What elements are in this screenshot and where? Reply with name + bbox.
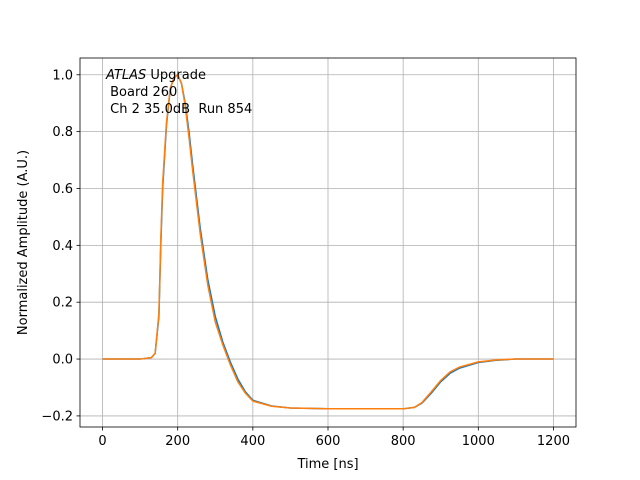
annotation-line: Board 260 <box>106 85 177 100</box>
x-tick-label: 400 <box>240 434 265 449</box>
y-tick-label: 0.4 <box>52 239 73 254</box>
annotation: ATLAS Upgrade <box>105 68 206 83</box>
x-axis-label: Time [ns] <box>296 457 358 472</box>
annotation-line: Ch 2 35.0dB Run 854 <box>106 102 252 117</box>
y-tick-label: −0.2 <box>41 409 73 424</box>
y-tick-label: 1.0 <box>52 68 73 83</box>
x-tick-label: 1000 <box>462 434 495 449</box>
annotation-line: Upgrade <box>146 68 206 83</box>
x-tick-label: 200 <box>165 434 190 449</box>
y-axis-label: Normalized Amplitude (A.U.) <box>16 150 31 335</box>
annotation-italic: ATLAS <box>105 68 146 83</box>
x-tick-label: 800 <box>391 434 416 449</box>
y-tick-label: 0.2 <box>52 296 73 311</box>
x-tick-label: 0 <box>98 434 106 449</box>
y-tick-label: 0.0 <box>52 353 73 368</box>
y-tick-label: 0.6 <box>52 182 73 197</box>
x-tick-label: 600 <box>316 434 341 449</box>
data-line <box>102 73 554 410</box>
x-tick-label: 1200 <box>537 434 570 449</box>
y-tick-label: 0.8 <box>52 125 73 140</box>
